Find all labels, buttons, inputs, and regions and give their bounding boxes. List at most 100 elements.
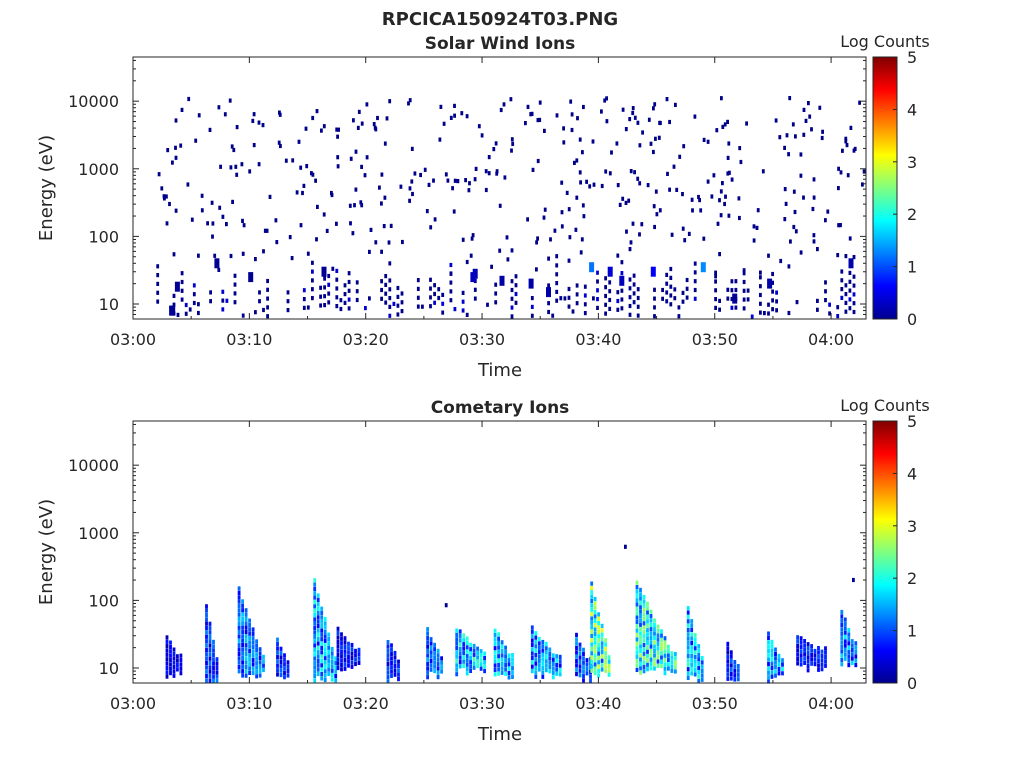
heatmap-cell — [575, 283, 579, 288]
heatmap-cell — [697, 652, 701, 657]
heatmap-cell — [388, 287, 392, 292]
heatmap-cell — [590, 620, 594, 625]
heatmap-cell — [607, 655, 611, 660]
heatmap-cell — [500, 648, 504, 654]
heatmap-cell — [730, 305, 734, 310]
heatmap-cell — [840, 657, 844, 663]
heatmap-cell — [541, 666, 545, 671]
heatmap-cell — [493, 667, 497, 673]
heatmap-cell — [276, 668, 279, 673]
heatmap-cell — [806, 655, 810, 660]
heatmap-cell — [206, 221, 209, 226]
heatmap-cell — [416, 295, 420, 300]
heatmap-cell — [320, 641, 324, 646]
heatmap-cell — [311, 287, 314, 292]
heatmap-cell — [559, 296, 563, 301]
heatmap-cell — [686, 654, 690, 659]
heatmap-cell — [504, 667, 507, 672]
heatmap-cell — [429, 650, 433, 655]
heatmap-cell — [212, 670, 215, 675]
heatmap-cell — [319, 285, 322, 290]
heatmap-cell — [433, 300, 436, 305]
heatmap-cell — [205, 612, 208, 618]
heatmap-cell — [843, 656, 847, 661]
heatmap-cell — [806, 646, 810, 651]
heatmap-cell — [665, 281, 669, 286]
heatmap-cell — [262, 249, 265, 254]
heatmap-cell — [327, 667, 331, 672]
heatmap-cell — [217, 105, 221, 110]
heatmap-cell — [567, 207, 571, 212]
heatmap-cell — [593, 618, 597, 623]
heatmap-cell — [212, 674, 215, 679]
heatmap-cell — [393, 655, 397, 660]
heatmap-cell — [279, 664, 283, 669]
heatmap-cell — [197, 310, 200, 316]
heatmap-cell — [230, 144, 234, 149]
heatmap-cell — [806, 642, 810, 647]
heatmap-cell — [320, 676, 324, 681]
panel-title: Cometary Ions — [431, 398, 570, 418]
heatmap-cell — [604, 311, 607, 316]
heatmap-cell — [570, 127, 574, 133]
heatmap-cell — [616, 290, 620, 295]
heatmap-cell — [806, 668, 810, 673]
heatmap-cell — [363, 173, 367, 178]
heatmap-cell — [686, 641, 690, 646]
heatmap-cell — [810, 648, 813, 653]
heatmap-cell — [288, 235, 292, 240]
heatmap-cell — [244, 638, 248, 643]
heatmap-cell — [804, 118, 808, 123]
heatmap-cell — [507, 657, 511, 662]
heatmap-cell — [163, 196, 166, 201]
heatmap-cell — [237, 599, 241, 604]
heatmap-cell — [719, 189, 723, 194]
heatmap-cell — [620, 288, 624, 293]
heatmap-cell — [400, 291, 404, 296]
heatmap-cell — [261, 123, 265, 128]
heatmap-cell — [693, 668, 697, 673]
heatmap-cell — [551, 662, 555, 667]
heatmap-cell — [551, 675, 555, 680]
heatmap-cell — [384, 300, 388, 305]
heatmap-cell — [355, 289, 359, 294]
heatmap-cells — [156, 96, 866, 319]
heatmap-cell — [555, 298, 559, 303]
heatmap-cell — [514, 291, 518, 297]
heatmap-cell — [685, 286, 689, 291]
heatmap-cell — [255, 665, 258, 670]
heatmap-cell — [600, 632, 604, 637]
heatmap-cell — [237, 590, 241, 595]
heatmap-cell — [311, 260, 314, 265]
heatmap-cell — [436, 666, 440, 671]
heatmap-cell — [588, 184, 592, 189]
heatmap-cell — [628, 312, 632, 317]
heatmap-cell — [251, 666, 255, 671]
heatmap-cell — [600, 183, 604, 189]
heatmap-cell — [350, 664, 354, 669]
heatmap-cell — [534, 674, 538, 679]
heatmap-cell — [497, 671, 500, 676]
heatmap-cell — [604, 660, 607, 665]
heatmap-cell — [555, 671, 559, 676]
heatmap-cell — [505, 235, 509, 240]
heatmap-cell — [425, 209, 429, 214]
heatmap-cell — [262, 667, 265, 673]
heatmap-cell — [690, 640, 694, 646]
heatmap-cell — [718, 298, 721, 303]
heatmap-cell — [639, 627, 642, 632]
heatmap-cell — [510, 248, 514, 253]
colorbar-tick-label: 0 — [907, 674, 917, 693]
heatmap-cell — [543, 207, 547, 212]
heatmap-cell — [812, 177, 816, 182]
heatmap-cell — [736, 677, 740, 682]
heatmap-cell — [642, 595, 646, 600]
heatmap-cell — [714, 279, 717, 284]
heatmap-cell — [597, 668, 600, 674]
colorbar-tick-label: 4 — [907, 464, 917, 483]
heatmap-cell — [628, 277, 632, 282]
heatmap-cell — [590, 594, 594, 599]
heatmap-cell — [397, 663, 400, 669]
heatmap-cell — [840, 644, 844, 649]
heatmap-cell — [820, 658, 824, 663]
